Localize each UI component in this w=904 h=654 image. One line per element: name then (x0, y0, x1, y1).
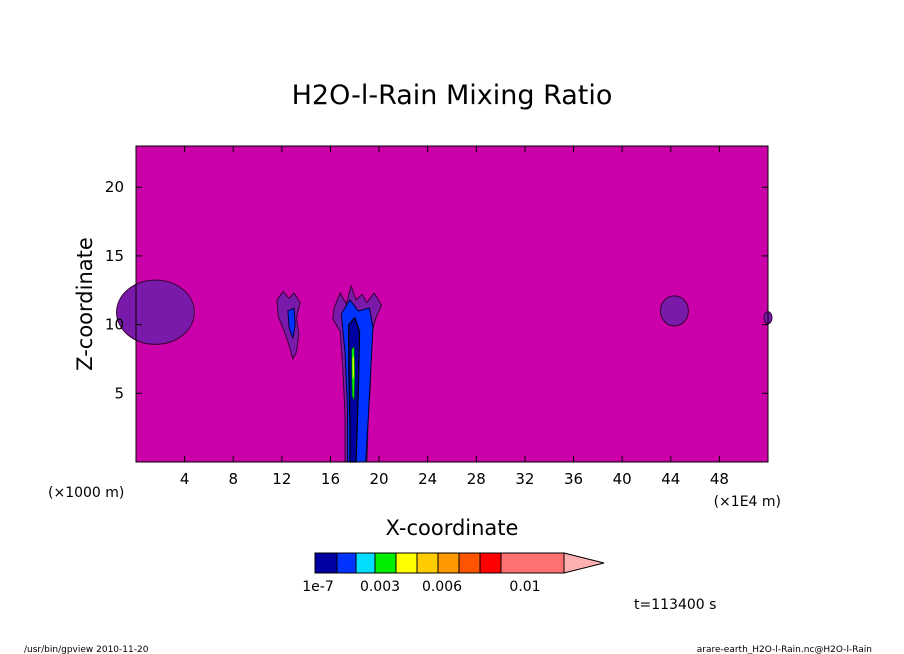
y-tick-label: 15 (105, 247, 124, 265)
y-ticks: 5 10 15 20 (105, 178, 768, 402)
colorbar-swatch (500, 552, 565, 574)
colorbar-tick-label: 0.01 (509, 579, 540, 595)
y-tick-label: 20 (105, 178, 124, 196)
plot-frame (135, 145, 769, 463)
colorbar-swatch (374, 552, 397, 574)
x-tick-label: 12 (272, 470, 291, 488)
x-tick-label: 16 (321, 470, 340, 488)
y-axis-label: Z-coordinate (73, 237, 97, 371)
contour-features (116, 279, 773, 463)
colorbar-swatch (395, 552, 418, 574)
x-tick-label: 24 (418, 470, 437, 488)
colorbar-overflow-arrow (563, 552, 605, 574)
time-label: t=113400 s (634, 597, 716, 613)
x-unit-label: (×1000 m) (48, 485, 124, 501)
colorbar-swatch (416, 552, 439, 574)
colorbar-swatch (437, 552, 460, 574)
x-tick-label: 48 (710, 470, 729, 488)
y-tick-label: 5 (114, 384, 124, 402)
main-column-yellow (352, 356, 354, 380)
y-tick-label: 10 (105, 316, 124, 334)
cell-x13-inner (287, 307, 296, 339)
colorbar (314, 552, 605, 574)
colorbar-swatch (314, 552, 338, 574)
colorbar-swatch (355, 552, 376, 574)
colorbar-tick-labels: 1e-7 0.003 0.006 0.01 (302, 579, 540, 595)
footer-left: /usr/bin/gpview 2010-11-20 (24, 645, 149, 654)
x-tick-label: 28 (467, 470, 486, 488)
x-axis-label: X-coordinate (386, 516, 519, 540)
x-tick-label: 40 (613, 470, 632, 488)
x-tick-label: 4 (180, 470, 190, 488)
colorbar-swatch (458, 552, 481, 574)
colorbar-tick-label: 1e-7 (302, 579, 333, 595)
x-ticks: 4 8 12 16 20 24 28 32 36 40 44 48 (180, 146, 729, 488)
colorbar-swatch (479, 552, 502, 574)
right-patch (659, 295, 689, 327)
left-edge-patch (116, 279, 195, 345)
x-tick-label: 8 (228, 470, 238, 488)
colorbar-tick-label: 0.003 (360, 579, 400, 595)
x-tick-label: 36 (564, 470, 583, 488)
x-scale-label: (×1E4 m) (714, 494, 781, 510)
x-tick-label: 20 (370, 470, 389, 488)
footer-right: arare-earth_H2O-l-Rain.nc@H2O-l-Rain (697, 645, 872, 654)
colorbar-tick-label: 0.006 (422, 579, 462, 595)
chart-title: H2O-l-Rain Mixing Ratio (292, 80, 613, 111)
colorbar-swatch (336, 552, 357, 574)
x-tick-label: 32 (515, 470, 534, 488)
x-tick-label: 44 (661, 470, 680, 488)
